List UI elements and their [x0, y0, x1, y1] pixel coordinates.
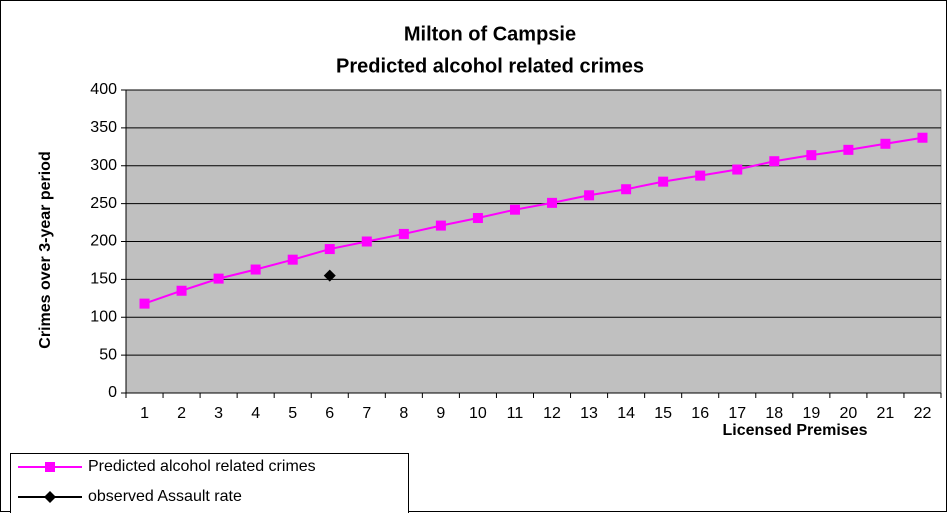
marker — [44, 491, 56, 503]
x-tick-label: 6 — [325, 405, 334, 422]
y-tick-label: 350 — [90, 119, 117, 136]
legend-label: Predicted alcohol related crimes — [88, 458, 316, 475]
marker — [435, 220, 446, 231]
y-tick-label: 50 — [99, 346, 117, 363]
y-tick-label: 300 — [90, 157, 117, 174]
y-tick-label: 200 — [90, 233, 117, 250]
x-tick-label: 8 — [399, 405, 408, 422]
marker — [287, 254, 298, 265]
marker — [176, 285, 187, 296]
x-tick-label: 13 — [580, 405, 598, 422]
legend-box — [10, 453, 409, 513]
marker — [658, 176, 669, 187]
x-tick-label: 10 — [469, 405, 487, 422]
x-tick-label: 7 — [362, 405, 371, 422]
marker — [45, 462, 55, 472]
y-axis-title: Crimes over 3-year period — [37, 151, 54, 348]
x-tick-label: 16 — [691, 405, 709, 422]
y-tick-label: 250 — [90, 195, 117, 212]
marker — [806, 150, 817, 161]
x-tick-label: 9 — [436, 405, 445, 422]
y-tick-label: 150 — [90, 271, 117, 288]
marker — [769, 156, 780, 167]
x-tick-label: 11 — [507, 405, 524, 422]
chart-title: Milton of Campsie — [404, 23, 576, 45]
legend: Predicted alcohol related crimes observed… — [10, 453, 409, 513]
marker — [213, 273, 224, 284]
marker — [324, 244, 335, 255]
marker — [917, 132, 928, 143]
marker — [361, 236, 372, 247]
x-axis-title: Licensed Premises — [723, 422, 868, 439]
x-tick-label: 19 — [802, 405, 820, 422]
marker — [621, 184, 632, 195]
x-tick-label: 3 — [214, 405, 223, 422]
marker — [509, 204, 520, 215]
legend-label: observed Assault rate — [88, 488, 242, 505]
x-tick-label: 20 — [839, 405, 857, 422]
x-tick-label: 17 — [728, 405, 746, 422]
x-tick-label: 15 — [654, 405, 672, 422]
marker — [323, 269, 336, 282]
chart-subtitle: Predicted alcohol related crimes — [336, 55, 644, 77]
marker — [547, 197, 558, 208]
x-tick-label: 22 — [914, 405, 932, 422]
x-tick-label: 1 — [140, 405, 149, 422]
marker — [732, 164, 743, 175]
marker — [880, 138, 891, 149]
marker — [584, 190, 595, 201]
marker — [843, 144, 854, 155]
x-tick-label: 4 — [251, 405, 260, 422]
x-tick-label: 12 — [543, 405, 561, 422]
x-tick-label: 2 — [177, 405, 186, 422]
series-line — [144, 136, 923, 305]
y-tick-label: 400 — [90, 81, 117, 98]
y-tick-label: 0 — [108, 384, 117, 401]
x-tick-label: 5 — [288, 405, 297, 422]
y-tick-label: 100 — [90, 308, 117, 325]
x-tick-label: 14 — [617, 405, 635, 422]
marker — [398, 228, 409, 239]
marker — [695, 170, 706, 181]
x-tick-label: 18 — [765, 405, 783, 422]
marker — [250, 264, 261, 275]
marker — [139, 298, 150, 309]
marker — [472, 213, 483, 224]
x-tick-label: 21 — [877, 405, 895, 422]
